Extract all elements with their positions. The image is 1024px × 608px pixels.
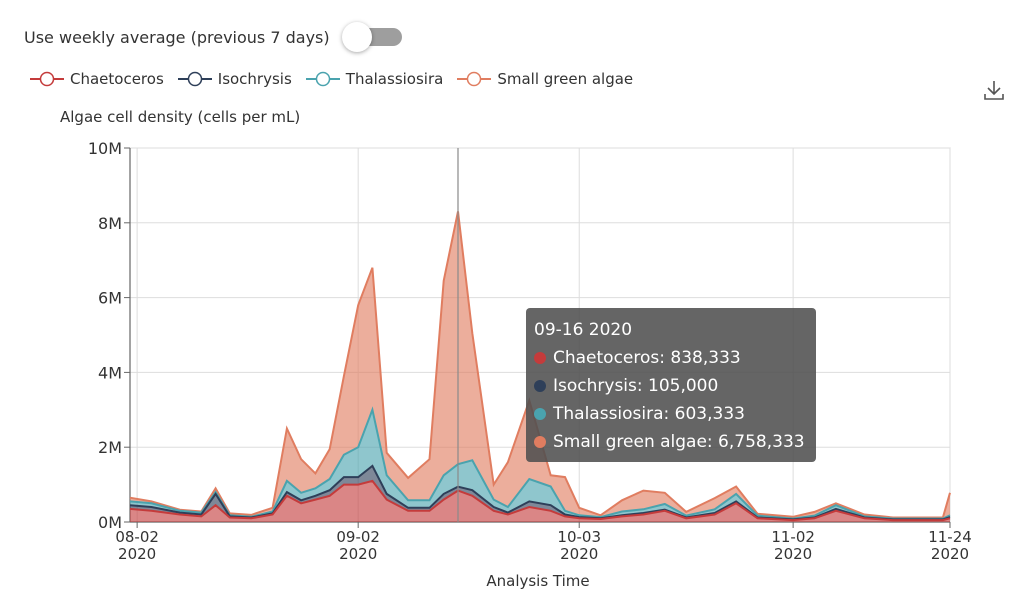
x-tick-year: 2020 (339, 545, 377, 563)
x-tick-year: 2020 (118, 545, 156, 563)
legend-marker-icon (305, 71, 340, 87)
legend-item-small-green-algae[interactable]: Small green algae (457, 70, 633, 88)
weekly-average-toggle-row: Use weekly average (previous 7 days) (24, 22, 402, 52)
tooltip-row-isochrysis: Isochrysis: 105,000 (534, 372, 808, 400)
tooltip-row-thalassiosira: Thalassiosira: 603,333 (534, 400, 808, 428)
y-tick-label: 4M (98, 363, 122, 382)
y-axis-label: Algae cell density (cells per mL) (60, 108, 301, 126)
y-tick-label: 6M (98, 289, 122, 308)
area-thalassiosira[interactable] (130, 409, 950, 520)
legend-label: Chaetoceros (70, 70, 164, 88)
tooltip-value: Small green algae: 6,758,333 (553, 432, 805, 452)
series-dot-icon (534, 352, 546, 364)
weekly-average-label: Use weekly average (previous 7 days) (24, 27, 330, 47)
tooltip-value: Chaetoceros: 838,333 (553, 348, 741, 368)
weekly-average-toggle[interactable] (341, 22, 402, 52)
tooltip-row-chaetoceros: Chaetoceros: 838,333 (534, 344, 808, 372)
legend-label: Small green algae (497, 70, 634, 88)
series-dot-icon (534, 380, 546, 392)
y-tick-label: 10M (88, 139, 122, 158)
legend: Chaetoceros Isochrysis Thalassiosira Sma… (30, 70, 647, 88)
series-dot-icon (534, 408, 546, 420)
toggle-knob[interactable] (341, 22, 372, 52)
legend-marker-icon (457, 71, 492, 87)
series-dot-icon (534, 436, 546, 448)
tooltip-date: 09-16 2020 (534, 320, 633, 340)
y-tick-label: 0M (98, 513, 122, 532)
tooltip-value: Isochrysis: 105,000 (553, 376, 719, 396)
legend-marker-icon (177, 71, 212, 87)
area-chaetoceros[interactable] (130, 480, 950, 522)
tooltip-row-small-green-algae: Small green algae: 6,758,333 (534, 428, 808, 456)
legend-label: Thalassiosira (345, 70, 444, 88)
line-chaetoceros[interactable] (129, 479, 951, 522)
area-small-green-algae[interactable] (130, 211, 950, 519)
x-tick-label: 11-02 (771, 528, 815, 546)
legend-item-chaetoceros[interactable]: Chaetoceros (30, 70, 164, 88)
x-tick-label: 10-03 (557, 528, 601, 546)
x-tick-label: 08-02 (115, 528, 159, 546)
x-tick-year: 2020 (774, 545, 812, 563)
legend-item-thalassiosira[interactable]: Thalassiosira (305, 70, 444, 88)
x-tick-year: 2020 (931, 545, 969, 563)
x-axis-label: Analysis Time (486, 572, 590, 590)
x-tick-year: 2020 (560, 545, 598, 563)
y-tick-label: 8M (98, 214, 122, 233)
y-tick-label: 2M (98, 438, 122, 457)
x-tick-label: 11-24 (928, 528, 972, 546)
line-small-green-algae[interactable] (129, 211, 951, 519)
download-icon[interactable] (982, 78, 1006, 102)
legend-label: Isochrysis (217, 70, 292, 88)
legend-marker-icon (30, 71, 64, 87)
tooltip: 09-16 2020 Chaetoceros: 838,333 Isochrys… (526, 308, 816, 462)
x-tick-label: 09-02 (336, 528, 380, 546)
legend-item-isochrysis[interactable]: Isochrysis (177, 70, 292, 88)
tooltip-value: Thalassiosira: 603,333 (553, 404, 745, 424)
